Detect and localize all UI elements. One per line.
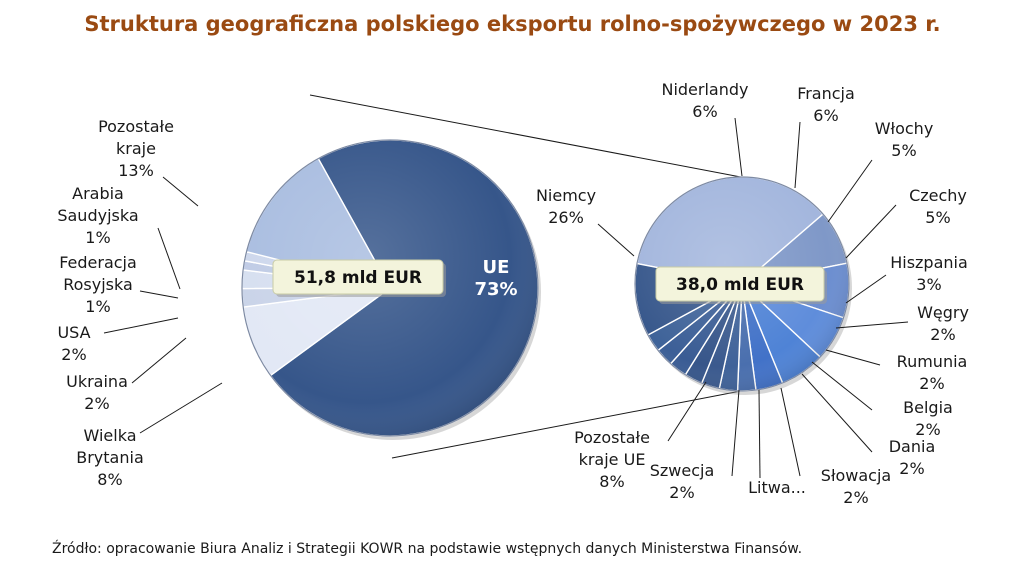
leader-ukraina xyxy=(131,337,187,384)
label-litwa: Litwa... xyxy=(748,478,806,497)
label-pozostale-kraje-ue: Pozostałe kraje UE 8% xyxy=(574,428,650,491)
leader-slowacja xyxy=(780,387,801,477)
label-slowacja: Słowacja 2% xyxy=(821,466,891,507)
svg-text:38,0 mld EUR: 38,0 mld EUR xyxy=(676,275,804,295)
zoom-connector-top xyxy=(309,94,747,179)
label-hiszpania: Hiszpania 3% xyxy=(890,253,968,294)
label-wegry: Węgry 2% xyxy=(917,303,969,344)
label-wielka-brytania: Wielka Brytania 8% xyxy=(76,426,144,489)
leader-lines xyxy=(103,117,909,479)
label-ukraina: Ukraina 2% xyxy=(66,372,128,413)
label-belgia: Belgia 2% xyxy=(903,398,953,439)
leader-pozostale-kraje xyxy=(162,176,199,207)
leader-rumunia xyxy=(825,349,881,366)
label-szwecja: Szwecja 2% xyxy=(650,461,715,502)
total-world-callout: 51,8 mld EUR xyxy=(272,259,446,297)
zoom-connector-bottom xyxy=(391,389,747,459)
leader-hiszpania xyxy=(845,274,887,304)
leader-wielka-brytania xyxy=(139,382,223,434)
leader-litwa xyxy=(758,389,761,479)
label-arabia-saudyjska: Arabia Saudyjska 1% xyxy=(57,184,138,247)
label-niderlandy: Niderlandy 6% xyxy=(661,80,748,121)
source-note: Źródło: opracowanie Biura Analiz i Strat… xyxy=(52,541,803,557)
leader-belgia xyxy=(811,361,873,411)
leader-czechy xyxy=(845,204,897,259)
leader-dania xyxy=(801,373,873,453)
label-ue: UE 73% xyxy=(474,257,517,300)
slice-labels: UE 73% Wielka Brytania 8% Ukraina 2% USA 2% Feder… xyxy=(57,80,969,507)
label-pozostale-kraje: Pozostałe kraje 13% xyxy=(98,117,174,180)
label-niemcy: Niemcy 26% xyxy=(536,186,596,227)
svg-text:51,8 mld EUR: 51,8 mld EUR xyxy=(294,268,422,288)
total-eu-callout: 38,0 mld EUR xyxy=(655,266,827,304)
leader-francja xyxy=(794,121,801,189)
leader-federacja-rosyjska xyxy=(139,290,179,299)
label-wlochy: Włochy 5% xyxy=(875,119,934,160)
leader-arabia-saudyjska xyxy=(157,227,181,290)
chart-title: Struktura geograficzna polskiego eksport… xyxy=(84,12,941,36)
leader-szwecja xyxy=(731,389,740,477)
label-czechy: Czechy 5% xyxy=(909,186,967,227)
label-rumunia: Rumunia 2% xyxy=(897,352,968,393)
leader-wlochy xyxy=(827,159,873,223)
label-dania: Dania 2% xyxy=(889,437,936,478)
label-francja: Francja 6% xyxy=(797,84,855,125)
label-usa: USA 2% xyxy=(57,323,90,364)
leader-usa xyxy=(103,317,179,334)
pie-eu xyxy=(634,176,852,395)
leader-wegry xyxy=(835,321,909,329)
leader-pozostale-kraje-ue xyxy=(667,381,707,442)
label-federacja-rosyjska: Federacja Rosyjska 1% xyxy=(59,253,137,316)
total-callouts: 51,8 mld EUR 38,0 mld EUR xyxy=(272,259,827,304)
leader-niemcy xyxy=(597,223,635,257)
leader-niderlandy xyxy=(734,117,743,177)
